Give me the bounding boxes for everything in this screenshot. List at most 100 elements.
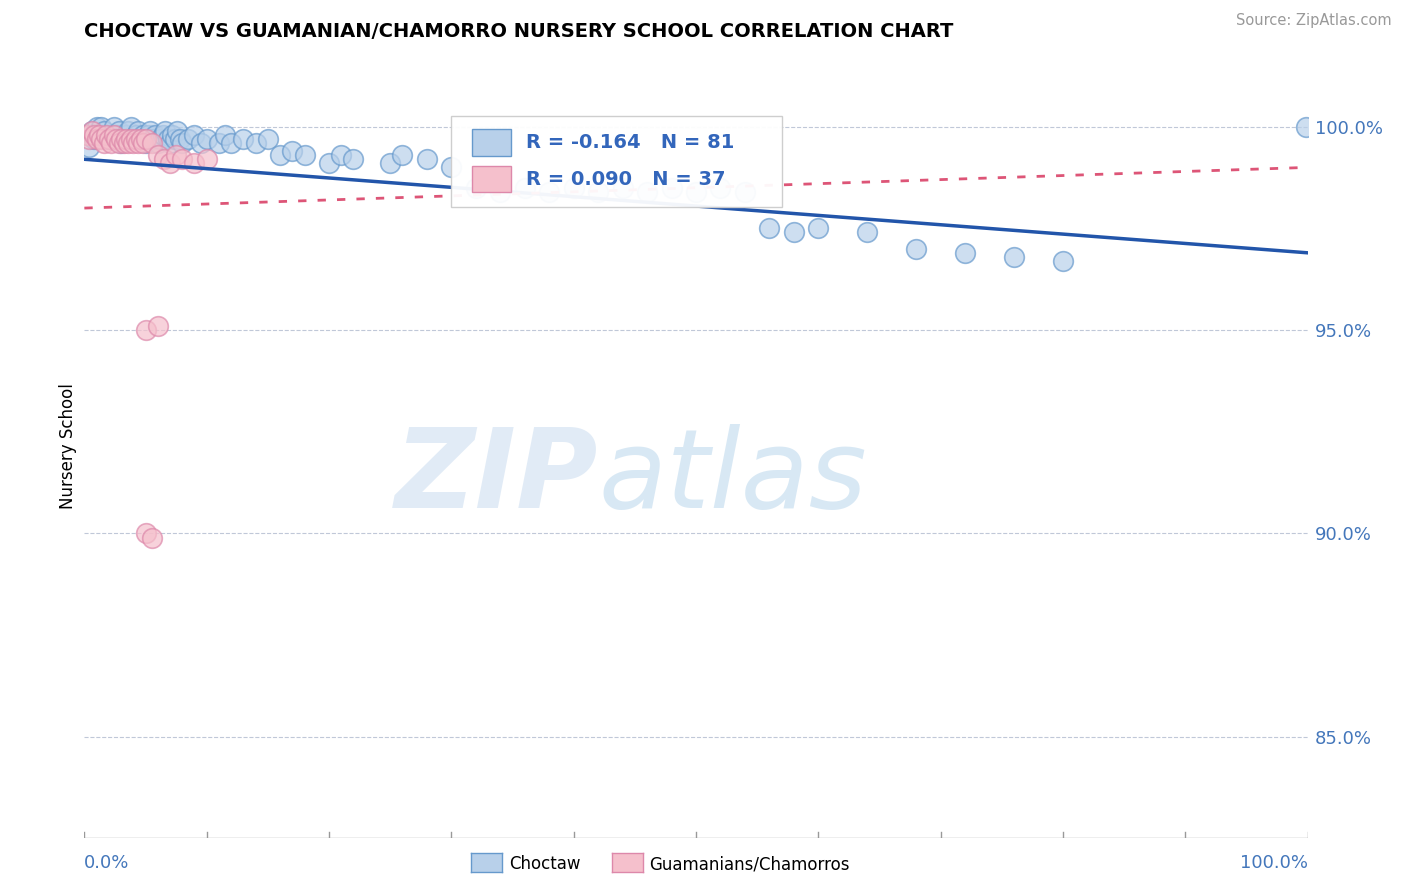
- Point: [129, 132, 152, 146]
- Point: [172, 153, 194, 167]
- Point: [232, 132, 254, 146]
- Point: [132, 136, 155, 150]
- Point: [132, 128, 155, 142]
- Point: [122, 136, 145, 150]
- Point: [342, 153, 364, 167]
- Point: [380, 156, 402, 170]
- Point: [807, 221, 830, 235]
- Point: [586, 185, 609, 199]
- Point: [195, 132, 218, 146]
- Point: [139, 124, 162, 138]
- Point: [416, 153, 439, 167]
- Point: [97, 128, 120, 142]
- Point: [117, 124, 139, 138]
- Text: ZIP: ZIP: [395, 424, 598, 531]
- Point: [208, 136, 231, 150]
- Point: [709, 180, 731, 194]
- Point: [80, 124, 103, 138]
- Point: [97, 132, 120, 146]
- Point: [90, 132, 112, 146]
- Point: [612, 180, 634, 194]
- Point: [100, 136, 122, 150]
- Point: [112, 136, 135, 150]
- Point: [146, 136, 169, 150]
- Point: [125, 128, 148, 142]
- Point: [562, 180, 585, 194]
- Point: [153, 124, 176, 138]
- Point: [159, 156, 181, 170]
- Point: [80, 124, 103, 138]
- Point: [142, 132, 165, 146]
- Point: [86, 132, 108, 146]
- Point: [115, 128, 138, 142]
- Point: [190, 136, 212, 150]
- Point: [76, 128, 98, 142]
- Point: [103, 120, 125, 134]
- Point: [105, 128, 128, 142]
- Point: [195, 153, 218, 167]
- Text: R = 0.090   N = 37: R = 0.090 N = 37: [526, 169, 725, 188]
- Point: [127, 136, 149, 150]
- Point: [440, 161, 463, 175]
- Point: [281, 144, 304, 158]
- Point: [96, 128, 118, 142]
- Point: [122, 132, 145, 146]
- Point: [120, 120, 142, 134]
- Point: [93, 124, 115, 138]
- Point: [115, 132, 138, 146]
- Point: [135, 323, 157, 337]
- Point: [734, 185, 756, 199]
- Point: [330, 148, 353, 162]
- Point: [1052, 254, 1074, 268]
- Text: Choctaw: Choctaw: [509, 855, 581, 873]
- Point: [156, 132, 179, 146]
- Point: [685, 185, 707, 199]
- Point: [219, 136, 242, 150]
- Point: [152, 128, 174, 142]
- Point: [110, 136, 132, 150]
- Point: [245, 136, 267, 150]
- Point: [86, 120, 108, 134]
- Point: [636, 185, 658, 199]
- Point: [141, 531, 163, 545]
- Text: CHOCTAW VS GUAMANIAN/CHAMORRO NURSERY SCHOOL CORRELATION CHART: CHOCTAW VS GUAMANIAN/CHAMORRO NURSERY SC…: [84, 21, 953, 41]
- Point: [143, 128, 166, 142]
- Bar: [472, 128, 512, 155]
- Point: [513, 180, 536, 194]
- Point: [87, 128, 110, 142]
- Point: [77, 140, 100, 154]
- Point: [214, 128, 236, 142]
- Point: [127, 124, 149, 138]
- Point: [783, 226, 806, 240]
- Point: [159, 136, 181, 150]
- Point: [83, 128, 105, 142]
- Point: [163, 132, 186, 146]
- Text: Guamanians/Chamorros: Guamanians/Chamorros: [650, 855, 851, 873]
- Point: [169, 132, 191, 146]
- Point: [183, 156, 205, 170]
- Point: [257, 132, 280, 146]
- Point: [294, 148, 316, 162]
- Point: [905, 242, 928, 256]
- Point: [489, 185, 512, 199]
- Point: [136, 128, 159, 142]
- Point: [77, 132, 100, 146]
- Point: [464, 180, 486, 194]
- Point: [129, 132, 152, 146]
- Point: [83, 132, 105, 146]
- Point: [103, 128, 125, 142]
- Point: [1295, 120, 1317, 134]
- Text: 0.0%: 0.0%: [84, 855, 129, 872]
- Point: [153, 153, 176, 167]
- Point: [90, 120, 112, 134]
- Bar: [472, 166, 512, 193]
- Point: [107, 124, 129, 138]
- Point: [117, 136, 139, 150]
- Point: [120, 132, 142, 146]
- Point: [758, 221, 780, 235]
- Point: [953, 245, 976, 260]
- Point: [141, 136, 163, 150]
- Point: [105, 132, 128, 146]
- Point: [166, 124, 188, 138]
- Point: [110, 132, 132, 146]
